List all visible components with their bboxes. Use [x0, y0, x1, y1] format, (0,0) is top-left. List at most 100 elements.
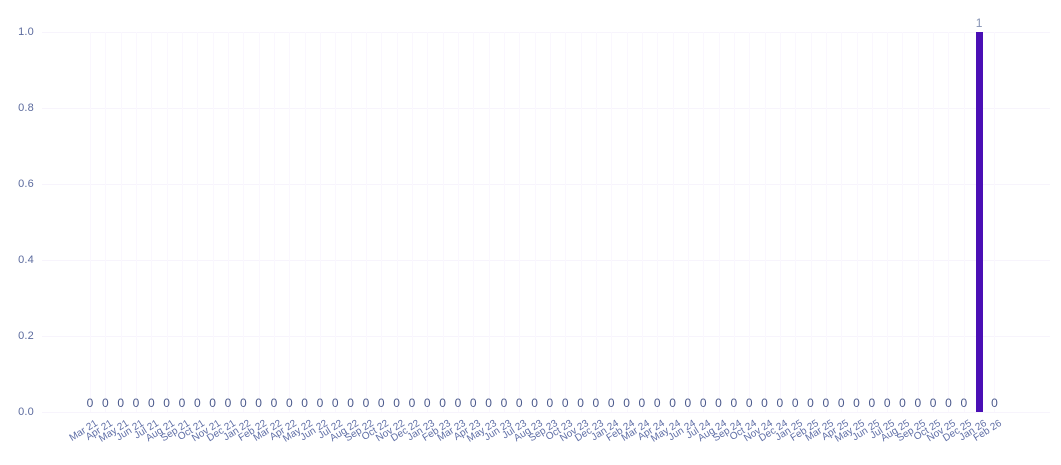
bar-value-label: 0	[469, 396, 477, 410]
gridline-vertical	[212, 32, 214, 412]
bar-value-label: 0	[485, 396, 492, 410]
bar-value-label: 0	[883, 396, 891, 410]
bar-value-label: 0	[776, 396, 784, 410]
gridline-vertical	[488, 32, 490, 412]
bar-value-label: 0	[331, 396, 339, 410]
bar-value-label: 0	[592, 396, 600, 410]
gridline-horizontal	[42, 336, 1050, 337]
y-axis-tick-label: 0.6	[18, 178, 34, 190]
gridline-vertical	[335, 32, 337, 412]
bar-value-label: 0	[515, 396, 523, 410]
gridline-vertical	[933, 32, 935, 412]
gridline-vertical	[657, 32, 659, 412]
gridline-vertical	[687, 32, 689, 412]
plot-area	[42, 32, 1050, 413]
gridline-vertical	[611, 32, 613, 412]
gridline-vertical	[917, 32, 919, 412]
gridline-vertical	[948, 32, 950, 412]
gridline-vertical	[473, 32, 475, 412]
gridline-vertical	[626, 32, 628, 412]
gridline-horizontal	[42, 108, 1050, 109]
bar-value-label: 0	[285, 396, 293, 410]
gridline-vertical	[457, 32, 459, 412]
gridline-vertical	[994, 32, 996, 412]
bar-value-label: 0	[239, 396, 247, 410]
gridline-vertical	[672, 32, 674, 412]
bar-value-label: 0	[193, 396, 201, 410]
bar-value-label: 0	[699, 396, 707, 410]
bar-value-label: 0	[178, 396, 186, 410]
gridline-vertical	[795, 32, 797, 412]
bar-value-label: 0	[761, 396, 768, 410]
gridline-vertical	[549, 32, 551, 412]
bar-value-label: 0	[163, 396, 170, 410]
y-axis-tick-label: 0.8	[18, 102, 34, 114]
bar-value-label: 0	[899, 396, 906, 410]
bar-value-label: 0	[531, 396, 538, 410]
gridline-horizontal	[42, 184, 1050, 185]
bar-value-label: 0	[669, 396, 676, 410]
gridline-vertical	[120, 32, 122, 412]
gridline-vertical	[519, 32, 521, 412]
gridline-vertical	[841, 32, 843, 412]
gridline-vertical	[825, 32, 827, 412]
gridline-vertical	[396, 32, 398, 412]
gridline-vertical	[595, 32, 597, 412]
bar-value-label: 0	[270, 396, 278, 410]
gridline-vertical	[856, 32, 858, 412]
bar-value-label: 0	[500, 396, 508, 410]
gridline-vertical	[764, 32, 766, 412]
bar-value-label: 0	[837, 396, 845, 410]
gridline-vertical	[411, 32, 413, 412]
bar-value-label: 0	[316, 396, 324, 410]
gridline-vertical	[273, 32, 275, 412]
bar-value-label: 0	[101, 396, 109, 410]
bar-value-label: 1	[975, 16, 983, 30]
gridline-vertical	[580, 32, 582, 412]
bar-value-label: 0	[561, 396, 569, 410]
bar-value-label: 0	[132, 396, 140, 410]
y-axis-tick-label: 0.0	[18, 406, 34, 418]
gridline-vertical	[227, 32, 229, 412]
gridline-vertical	[105, 32, 107, 412]
gridline-vertical	[703, 32, 705, 412]
bar-value-label: 0	[745, 396, 753, 410]
gridline-vertical	[289, 32, 291, 412]
gridline-vertical	[718, 32, 720, 412]
bar-value-label: 0	[408, 396, 416, 410]
bar-value-label: 0	[623, 396, 630, 410]
bar-value-label: 0	[347, 396, 354, 410]
gridline-vertical	[733, 32, 735, 412]
gridline-vertical	[197, 32, 199, 412]
bar-value-label: 0	[822, 396, 830, 410]
gridline-vertical	[151, 32, 153, 412]
gridline-vertical	[319, 32, 321, 412]
bar-value-label: 0	[423, 396, 431, 410]
bar-value-label: 0	[945, 396, 952, 410]
bar-value-label: 0	[255, 396, 262, 410]
gridline-vertical	[749, 32, 751, 412]
gridline-horizontal	[42, 412, 1050, 413]
bar[interactable]	[975, 32, 983, 412]
bar-value-label: 0	[454, 396, 462, 410]
gridline-vertical	[90, 32, 91, 412]
gridline-vertical	[304, 32, 306, 412]
gridline-vertical	[963, 32, 965, 412]
gridline-vertical	[779, 32, 781, 412]
gridline-vertical	[166, 32, 168, 412]
gridline-vertical	[503, 32, 505, 412]
bar-value-label: 0	[991, 396, 998, 410]
gridline-vertical	[350, 32, 352, 412]
bar-value-label: 0	[929, 396, 937, 410]
bar-value-label: 0	[684, 396, 692, 410]
bar-value-label: 0	[868, 396, 876, 410]
bar-value-label: 0	[393, 396, 400, 410]
bar-value-label: 0	[577, 396, 584, 410]
gridline-vertical	[565, 32, 567, 412]
bar-value-label: 0	[730, 396, 738, 410]
bar-value-label: 0	[960, 396, 968, 410]
gridline-vertical	[902, 32, 904, 412]
gridline-vertical	[810, 32, 812, 412]
gridline-vertical	[243, 32, 245, 412]
bar-value-label: 0	[653, 396, 661, 410]
